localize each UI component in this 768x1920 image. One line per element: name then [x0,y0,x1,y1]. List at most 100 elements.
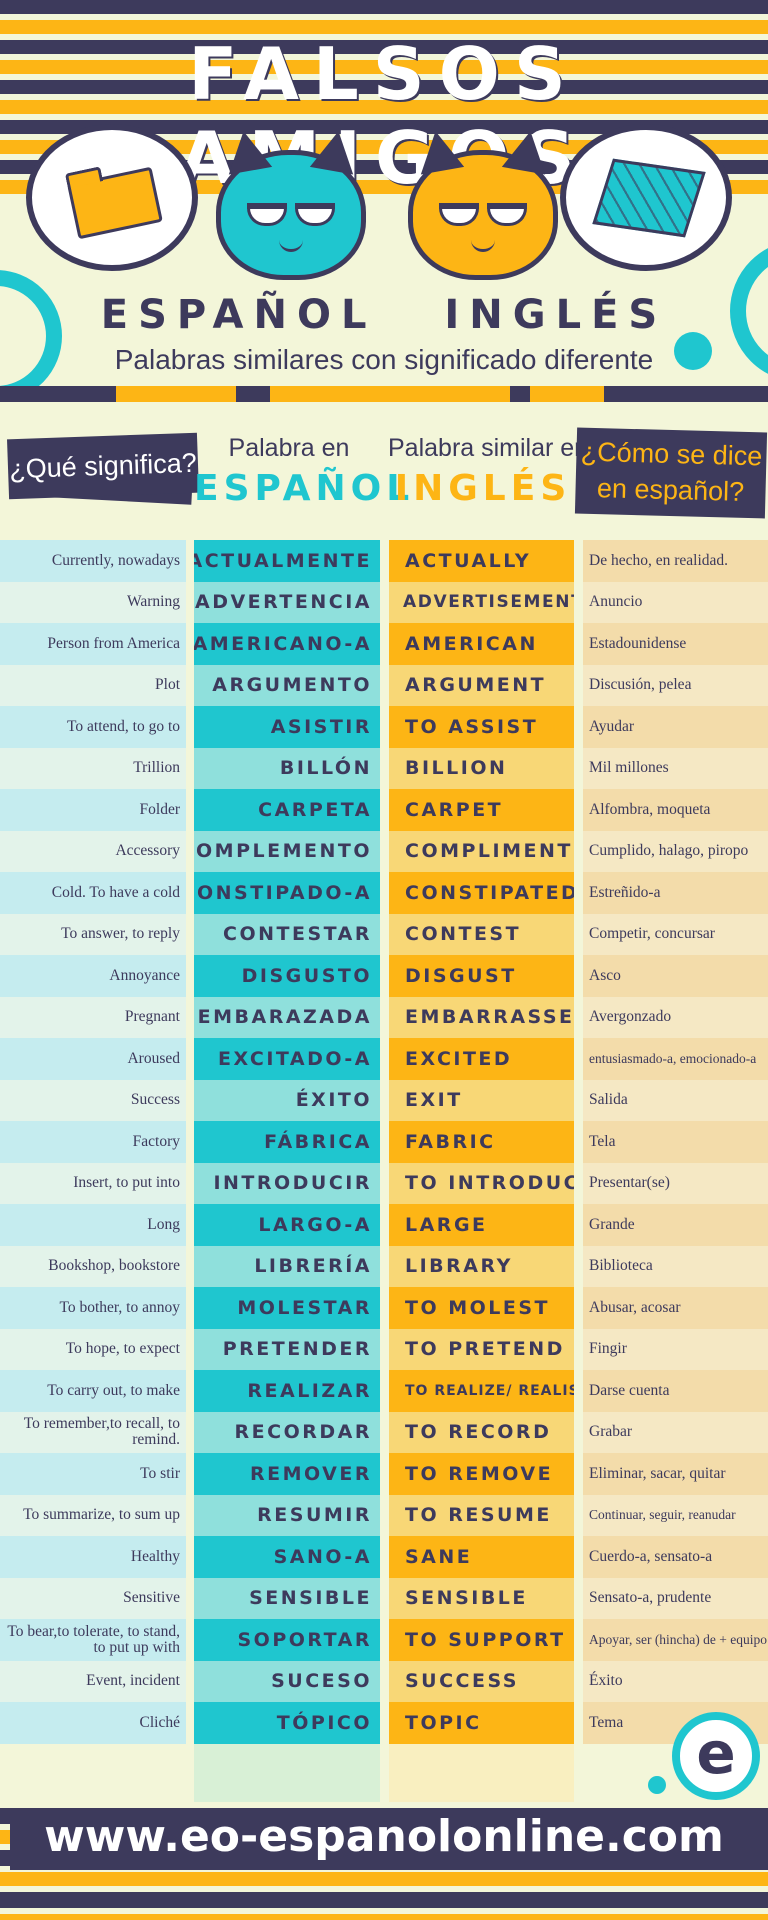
translation-cell: Salida [583,1079,768,1121]
translation-cell: Abusar, acosar [583,1287,768,1329]
eo-logo-icon [672,1712,760,1800]
spanish-word-cell: SUCESO [194,1660,380,1702]
translation-cell: Grande [583,1204,768,1246]
meaning-cell: To summarize, to sum up [0,1494,186,1536]
meaning-cell: Folder [0,789,186,831]
english-word-cell: LIBRARY [389,1245,574,1287]
meaning-cell: Currently, nowadays [0,540,186,582]
translation-cell: Eliminar, sacar, quitar [583,1453,768,1495]
website-link[interactable]: www.eo-espanolonline.com [44,1811,724,1862]
english-word-cell: TO MOLEST [389,1287,574,1329]
meaning-cell: To hope, to expect [0,1328,186,1370]
translation-cell: Sensato-a, prudente [583,1577,768,1619]
table-row: Folder CARPETA CARPET Alfombra, moqueta [0,789,768,831]
english-word-cell: TO REMOVE [389,1453,574,1495]
spanish-word-cell: ARGUMENTO [194,664,380,706]
speech-bubble-right [560,124,732,271]
translation-cell: De hecho, en realidad. [583,540,768,582]
spanish-word-cell: EMBARAZADA [194,996,380,1038]
english-word-cell: TO INTRODUCE [389,1162,574,1204]
footer-band [10,1808,768,1870]
spanish-word-cell: LARGO-A [194,1204,380,1246]
table-row: Person from America AMERICANO-A AMERICAN Es… [0,623,768,665]
english-word-cell: TO REALIZE/ REALISE [389,1370,574,1412]
meaning-cell: To bear,to tolerate, to stand, to put up… [0,1619,186,1661]
table-row: Cold. To have a cold CONSTIPADO-A CONSTIPA… [0,872,768,914]
spanish-word-cell: SOPORTAR [194,1619,380,1661]
translation-cell: Éxito [583,1660,768,1702]
table-row: Factory FÁBRICA FABRIC Tela [0,1121,768,1163]
table-row: To bother, to annoy MOLESTAR TO MOLEST Abus… [0,1287,768,1329]
translation-cell: Anuncio [583,581,768,623]
yellow-cat-icon [408,127,558,280]
spanish-title: ESPAÑOL [100,292,377,338]
meaning-cell: To remember,to recall, to remind. [0,1411,186,1453]
translation-cell: Cuerdo-a, sensato-a [583,1536,768,1578]
translation-cell: Fingir [583,1328,768,1370]
table-row: Insert, to put into INTRODUCIR TO INTRODUC… [0,1162,768,1204]
translation-cell: Alfombra, moqueta [583,789,768,831]
meaning-cell: To answer, to reply [0,913,186,955]
english-word-cell: CARPET [389,789,574,831]
spanish-word-cell: FÁBRICA [194,1121,380,1163]
table-row: Accessory COMPLEMENTO COMPLIMENT Cumplido, … [0,830,768,872]
table-row: Success ÉXITO EXIT Salida [0,1079,768,1121]
english-column-header: INGLÉS [394,468,572,509]
english-word-cell: CONSTIPATED [389,872,574,914]
spanish-word-cell: BILLÓN [194,747,380,789]
spanish-word-cell: EXCITADO-A [194,1038,380,1080]
spanish-word-cell: CONSTIPADO-A [194,872,380,914]
table-row: Bookshop, bookstore LIBRERÍA LIBRARY Biblio… [0,1245,768,1287]
english-word-cell: SUCCESS [389,1660,574,1702]
meaning-cell: To attend, to go to [0,706,186,748]
english-word-cell: TO RECORD [389,1411,574,1453]
spanish-word-cell: PRETENDER [194,1328,380,1370]
english-word-cell: ARGUMENT [389,664,574,706]
meaning-cell: Accessory [0,830,186,872]
folder-icon [67,166,163,240]
spanish-word-cell: CONTESTAR [194,913,380,955]
translation-cell: Continuar, seguir, reanudar [583,1494,768,1536]
english-word-cell: TOPIC [389,1702,574,1744]
teal-cat-icon [216,127,366,280]
english-column-header-small: Palabra similar en [388,434,589,462]
english-word-cell: CONTEST [389,913,574,955]
english-word-cell: TO PRETEND [389,1328,574,1370]
spanish-column-header-small: Palabra en [228,434,350,462]
translation-cell: Grabar [583,1411,768,1453]
english-word-cell: EXCITED [389,1038,574,1080]
spanish-word-cell: CARPETA [194,789,380,831]
meaning-cell: To bother, to annoy [0,1287,186,1329]
meaning-cell: To carry out, to make [0,1370,186,1412]
english-word-cell: TO ASSIST [389,706,574,748]
translation-cell: Estadounidense [583,623,768,665]
table-row: To summarize, to sum up RESUMIR TO RESUME C… [0,1494,768,1536]
translation-cell: Mil millones [583,747,768,789]
meaning-cell: Insert, to put into [0,1162,186,1204]
meaning-cell: Warning [0,581,186,623]
meaning-cell: Event, incident [0,1660,186,1702]
meaning-cell: To stir [0,1453,186,1495]
spanish-word-cell: RECORDAR [194,1411,380,1453]
carpet-icon [592,158,706,238]
english-word-cell: AMERICAN [389,623,574,665]
translation-cell: Discusión, pelea [583,664,768,706]
meaning-cell: Aroused [0,1038,186,1080]
page-subtitle: Palabras similares con significado difer… [114,344,654,375]
divider-strip [0,386,768,402]
table-row: Long LARGO-A LARGE Grande [0,1204,768,1246]
table-row: Event, incident SUCESO SUCCESS Éxito [0,1660,768,1702]
meaning-cell: Long [0,1204,186,1246]
table-row: Trillion BILLÓN BILLION Mil millones [0,747,768,789]
translation-cell: Asco [583,955,768,997]
table-row: Plot ARGUMENTO ARGUMENT Discusión, pelea [0,664,768,706]
english-word-cell: ACTUALLY [389,540,574,582]
translation-cell: Darse cuenta [583,1370,768,1412]
translation-cell: Tela [583,1121,768,1163]
english-title: INGLÉS [444,292,668,338]
meaning-cell: Sensitive [0,1577,186,1619]
spanish-word-cell: TÓPICO [194,1702,380,1744]
english-word-cell: DISGUST [389,955,574,997]
false-friends-table: Currently, nowadays ACTUALMENTE ACTUALLY De… [0,540,768,1744]
spanish-word-cell: INTRODUCIR [194,1162,380,1204]
